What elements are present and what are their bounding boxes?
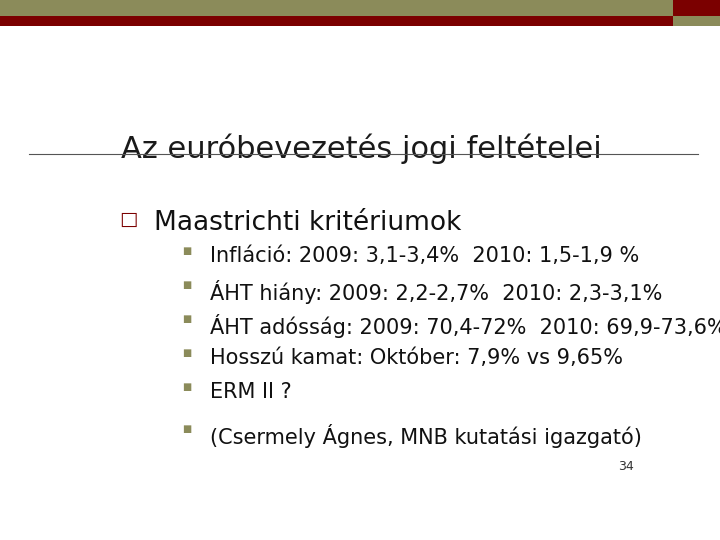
Text: ■: ■ <box>182 348 192 358</box>
Text: Hosszú kamat: Október: 7,9% vs 9,65%: Hosszú kamat: Október: 7,9% vs 9,65% <box>210 348 623 368</box>
Text: Infláció: 2009: 3,1-3,4%  2010: 1,5-1,9 %: Infláció: 2009: 3,1-3,4% 2010: 1,5-1,9 % <box>210 246 639 266</box>
Text: Az euróbevezetés jogi feltételei: Az euróbevezetés jogi feltételei <box>121 133 601 164</box>
Text: □: □ <box>119 210 138 230</box>
Text: Maastrichti kritériumok: Maastrichti kritériumok <box>154 210 462 237</box>
Text: ÁHT adósság: 2009: 70,4-72%  2010: 69,9-73,6%: ÁHT adósság: 2009: 70,4-72% 2010: 69,9-7… <box>210 314 720 338</box>
Text: ■: ■ <box>182 314 192 324</box>
Text: ■: ■ <box>182 424 192 435</box>
Text: ■: ■ <box>182 280 192 290</box>
Text: 34: 34 <box>618 460 634 473</box>
Text: ÁHT hiány: 2009: 2,2-2,7%  2010: 2,3-3,1%: ÁHT hiány: 2009: 2,2-2,7% 2010: 2,3-3,1% <box>210 280 662 304</box>
Text: ■: ■ <box>182 246 192 255</box>
Text: ERM II ?: ERM II ? <box>210 382 292 402</box>
Text: ■: ■ <box>182 382 192 392</box>
Text: (Csermely Ágnes, MNB kutatási igazgató): (Csermely Ágnes, MNB kutatási igazgató) <box>210 424 642 448</box>
